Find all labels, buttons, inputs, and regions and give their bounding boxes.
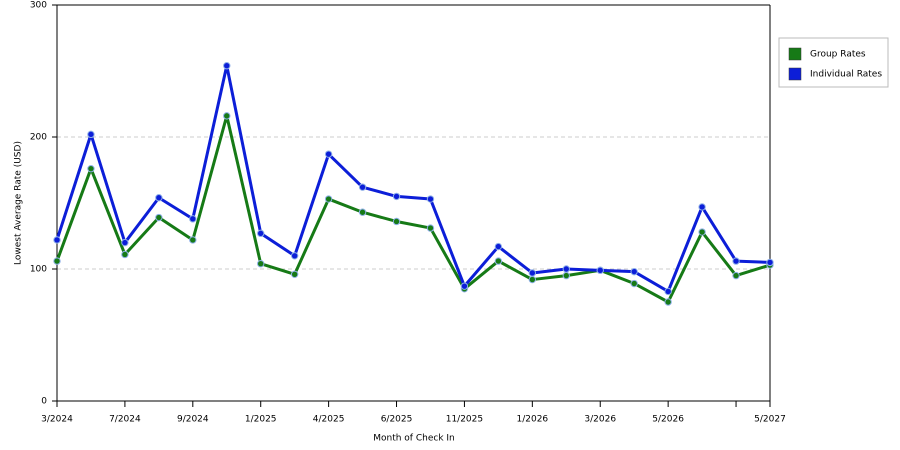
legend-swatch	[788, 67, 802, 81]
data-point	[732, 257, 740, 265]
data-point	[426, 195, 435, 203]
data-point	[664, 298, 672, 306]
data-point	[494, 242, 503, 251]
x-tick-label: 5/2026	[652, 415, 684, 425]
data-point	[528, 275, 537, 284]
data-point	[324, 195, 333, 203]
data-point	[155, 213, 163, 222]
data-point	[189, 236, 197, 244]
legend-label: Group Rates	[810, 50, 866, 60]
data-point	[358, 183, 367, 191]
data-point	[257, 229, 265, 238]
data-point	[664, 287, 672, 296]
y-tick-label: 200	[30, 133, 47, 143]
data-point	[290, 270, 299, 278]
data-point	[358, 208, 367, 216]
x-tick-label: 3/2026	[584, 415, 616, 425]
x-axis-label: Month of Check In	[373, 434, 455, 444]
y-axis-label: Lowest Average Rate (USD)	[14, 141, 24, 265]
x-tick-label: 6/2025	[381, 415, 413, 425]
data-point	[121, 250, 129, 259]
data-point	[698, 203, 706, 211]
x-tick-label: 9/2024	[177, 415, 209, 425]
data-point	[494, 257, 503, 265]
data-point	[698, 228, 706, 236]
data-point	[324, 150, 333, 158]
y-tick-label: 100	[30, 265, 47, 275]
data-point	[528, 269, 537, 277]
data-point	[257, 260, 265, 268]
series-line	[55, 64, 771, 293]
data-point	[53, 236, 61, 244]
x-tick-label: 4/2025	[313, 415, 345, 425]
data-point	[562, 271, 570, 280]
x-tick-label: 7/2024	[109, 415, 141, 425]
data-point	[53, 257, 61, 265]
data-point	[732, 271, 740, 280]
x-tick-label: 5/2027	[754, 415, 786, 425]
y-tick-label: 300	[30, 1, 47, 11]
data-point	[426, 224, 435, 232]
x-tick-label: 1/2026	[516, 415, 548, 425]
data-point	[223, 112, 231, 120]
data-point	[630, 267, 638, 276]
data-point	[766, 258, 774, 267]
data-point	[87, 130, 95, 139]
data-point	[189, 215, 197, 223]
legend-label: Individual Rates	[810, 70, 882, 80]
data-point	[596, 266, 604, 275]
data-point	[392, 217, 401, 226]
data-point	[155, 194, 163, 202]
data-point	[290, 252, 299, 260]
data-point	[630, 279, 638, 288]
y-tick-label: 0	[41, 397, 47, 407]
x-tick-label: 3/2024	[41, 415, 73, 425]
data-point	[562, 265, 570, 273]
x-tick-label: 1/2025	[245, 415, 277, 425]
data-point	[460, 282, 469, 290]
x-tick-label: 11/2025	[446, 415, 483, 425]
series-line	[55, 114, 771, 304]
data-point	[223, 62, 231, 70]
data-point	[121, 238, 129, 247]
data-point	[87, 164, 95, 173]
data-point	[392, 192, 401, 201]
legend-swatch	[788, 47, 802, 61]
